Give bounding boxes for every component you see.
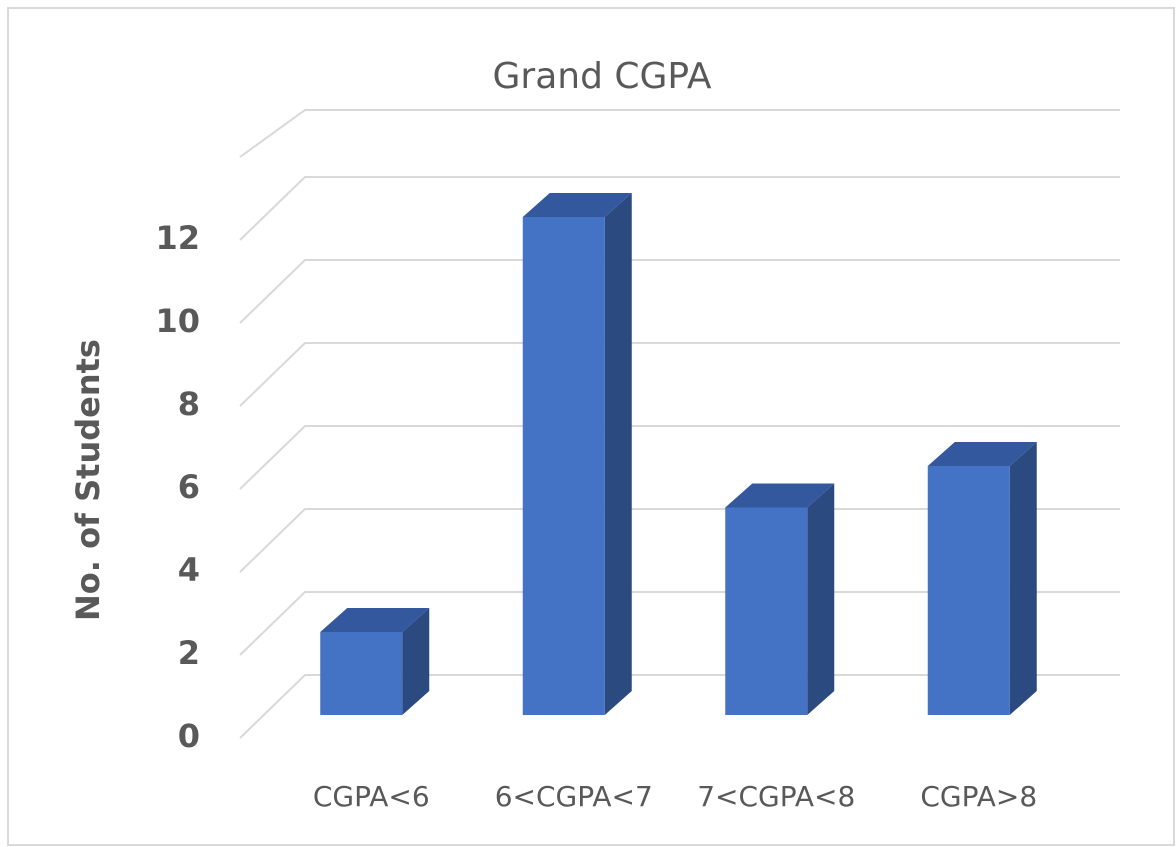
y-tick-label: 8 xyxy=(178,385,200,423)
grid-line xyxy=(239,508,1120,573)
bar-front xyxy=(725,507,808,715)
bar-front xyxy=(522,217,605,715)
grid-line xyxy=(239,425,1120,490)
y-tick-label: 4 xyxy=(178,551,200,589)
bar xyxy=(725,483,835,715)
y-tick-label: 6 xyxy=(178,468,200,506)
bar-side xyxy=(807,483,835,715)
x-tick-label: 6<CGPA<7 xyxy=(495,780,653,813)
bar xyxy=(927,442,1037,715)
grid-line xyxy=(239,674,1120,739)
y-axis-title: No. of Students xyxy=(69,339,107,621)
x-tick-label: CGPA>8 xyxy=(920,780,1037,813)
bar-front xyxy=(320,632,403,715)
bar-side xyxy=(1009,442,1037,715)
bar-side xyxy=(604,193,632,715)
plot-top-edge xyxy=(239,109,1120,158)
bar-top xyxy=(725,483,835,508)
x-tick-label: 7<CGPA<8 xyxy=(697,780,855,813)
grid-line xyxy=(239,342,1120,407)
y-tick-label: 10 xyxy=(155,302,200,340)
y-tick-label: 2 xyxy=(178,634,200,672)
x-tick-label: CGPA<6 xyxy=(313,780,430,813)
y-tick-label: 12 xyxy=(155,219,200,257)
bar-top xyxy=(320,608,430,632)
chart-title: Grand CGPA xyxy=(493,56,712,97)
bar-side xyxy=(402,608,430,715)
bar-front xyxy=(927,466,1010,715)
bar xyxy=(522,193,632,715)
bar xyxy=(320,608,430,715)
y-tick-label: 0 xyxy=(178,717,200,755)
bar-top xyxy=(522,193,632,217)
bar-top xyxy=(927,442,1037,466)
grid-line xyxy=(239,259,1120,324)
grid-line xyxy=(239,591,1120,656)
grid-line xyxy=(239,176,1120,241)
